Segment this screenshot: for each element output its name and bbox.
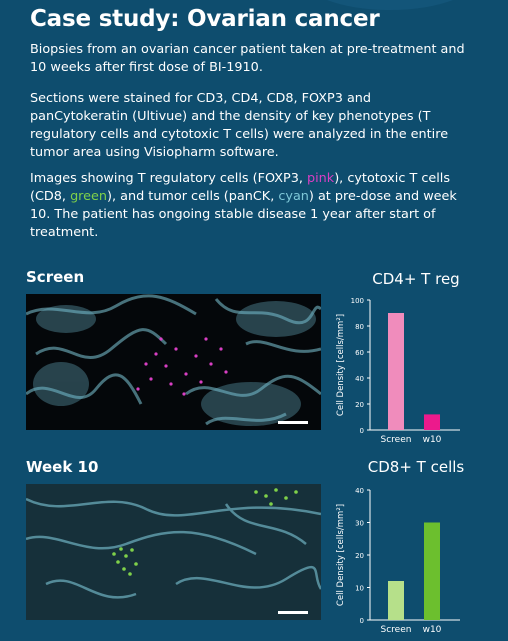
y-axis-label: Cell Density [cells/mm²] xyxy=(336,504,346,606)
header-glow xyxy=(300,0,480,10)
text: ), and tumor cells (panCK, xyxy=(107,189,279,204)
intro-paragraph: Biopsies from an ovarian cancer patient … xyxy=(30,42,465,75)
scale-bar xyxy=(278,421,308,424)
green-cell xyxy=(112,552,116,556)
pink-cell xyxy=(182,392,186,396)
y-tick-label: 0 xyxy=(360,427,364,435)
x-tick-label: Screen xyxy=(381,625,412,635)
week10-label: Week 10 xyxy=(26,458,99,476)
y-tick-label: 40 xyxy=(355,375,364,383)
tissue-strand xyxy=(224,503,307,545)
bar-screen xyxy=(388,581,404,620)
pink-cell xyxy=(154,352,158,356)
tissue-strand xyxy=(205,412,287,426)
cd8-chart-title: CD8+ T cells xyxy=(367,458,465,476)
images-paragraph: Images showing T regulatory cells (FOXP3… xyxy=(30,170,470,242)
methods-paragraph: Sections were stained for CD3, CD4, CD8,… xyxy=(30,91,449,160)
green-cell xyxy=(130,548,134,552)
pink-cell xyxy=(204,337,208,341)
tissue-strand xyxy=(245,340,321,353)
green-cell xyxy=(128,572,132,576)
green-cell xyxy=(274,488,278,492)
x-tick-label: w10 xyxy=(423,435,442,445)
green-cell xyxy=(264,494,268,498)
cyan-word: cyan xyxy=(278,189,309,204)
tissue-strand xyxy=(26,497,321,517)
pink-cell xyxy=(209,362,213,366)
week10-micrograph xyxy=(26,484,321,620)
bar-w10 xyxy=(424,522,440,620)
week10-micrograph-image xyxy=(26,484,321,620)
pink-word: pink xyxy=(306,171,335,186)
text: Images showing T regulatory cells (FOXP3… xyxy=(30,171,307,186)
tissue-region xyxy=(236,301,316,337)
page-title: Case study: Ovarian cancer xyxy=(30,6,380,32)
pink-cell xyxy=(136,387,140,391)
screen-micrograph xyxy=(26,294,321,430)
y-tick-label: 20 xyxy=(355,552,364,560)
green-cell xyxy=(284,496,288,500)
tissue-strand xyxy=(26,530,257,556)
tissue-background xyxy=(26,484,321,620)
y-tick-label: 20 xyxy=(355,401,364,409)
y-tick-label: 40 xyxy=(355,487,364,495)
pink-cell xyxy=(224,370,228,374)
pink-cell xyxy=(219,347,223,351)
green-word: green xyxy=(70,189,108,204)
tissue-strand xyxy=(26,373,143,405)
green-cell xyxy=(134,562,138,566)
green-cell xyxy=(294,490,298,494)
x-tick-label: w10 xyxy=(423,625,442,635)
y-tick-label: 60 xyxy=(355,349,364,357)
tissue-strand xyxy=(45,579,137,599)
cd8-tcells-chart: 0 10 20 30 40 Cell Density [cells/mm²] Screen w… xyxy=(336,487,460,635)
pink-cell xyxy=(184,372,188,376)
pink-cell xyxy=(169,382,173,386)
pink-cell xyxy=(194,354,198,358)
tissue-strand xyxy=(175,566,321,590)
bar-w10 xyxy=(424,414,440,430)
y-tick-label: 0 xyxy=(360,617,364,625)
green-cell xyxy=(119,547,123,551)
tissue-strand xyxy=(185,374,321,397)
x-tick-label: Screen xyxy=(381,435,412,445)
green-cell xyxy=(254,490,258,494)
pink-cell xyxy=(159,337,163,341)
tissue-strand xyxy=(26,294,197,316)
cd4-chart-title: CD4+ T reg xyxy=(372,270,460,288)
screen-micrograph-image xyxy=(26,294,321,426)
screen-label: Screen xyxy=(26,268,85,286)
y-tick-label: 10 xyxy=(355,585,364,593)
y-tick-label: 30 xyxy=(355,520,364,528)
cd4-treg-chart: 0 20 40 60 80 100 Cell Density [cells/mm²] Scre… xyxy=(336,297,460,445)
tissue-region xyxy=(33,362,89,406)
scale-bar xyxy=(278,611,308,614)
pink-cell xyxy=(174,347,178,351)
pink-cell xyxy=(149,377,153,381)
green-cell xyxy=(116,560,120,564)
y-axis-label: Cell Density [cells/mm²] xyxy=(336,314,346,416)
tissue-strand xyxy=(214,298,321,325)
green-cell xyxy=(269,502,273,506)
tissue-region xyxy=(36,305,96,333)
y-tick-label: 80 xyxy=(355,323,364,331)
y-tick-label: 100 xyxy=(351,297,364,305)
text: ), cytotoxic T cells (CD8, xyxy=(30,171,451,204)
green-cell xyxy=(122,567,126,571)
pink-cell xyxy=(164,364,168,368)
tissue-region xyxy=(201,382,301,426)
tissue-strand xyxy=(35,328,168,359)
bar-screen xyxy=(388,313,404,430)
text: ) at pre-dose and week 10. The patient h… xyxy=(30,189,457,240)
pink-cell xyxy=(199,380,203,384)
green-cell xyxy=(124,554,128,558)
pink-cell xyxy=(144,362,148,366)
